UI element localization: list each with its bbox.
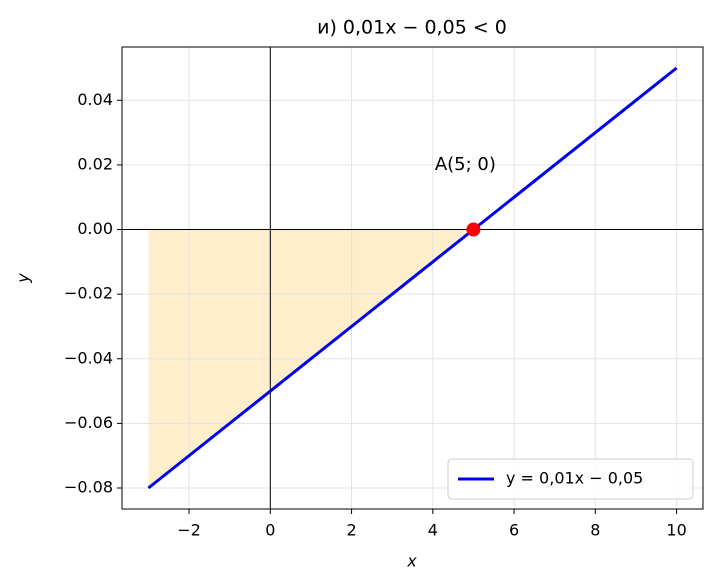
y-tick-label: 0.04 xyxy=(77,90,113,109)
y-tick-label: 0.00 xyxy=(77,219,113,238)
x-tick-label: −2 xyxy=(177,521,201,540)
y-axis-label: y xyxy=(14,273,33,284)
line-series xyxy=(147,66,678,490)
chart-title: и) 0,01x − 0,05 < 0 xyxy=(317,17,507,39)
x-tick-label: 4 xyxy=(428,521,438,540)
x-tick-label: 0 xyxy=(265,521,275,540)
plot-frame xyxy=(121,46,704,510)
x-tick-label: 2 xyxy=(346,521,356,540)
y-tick-label: −0.08 xyxy=(64,478,113,497)
legend-label: y = 0,01x − 0,05 xyxy=(506,469,643,488)
x-axis-label: x xyxy=(406,552,417,571)
legend-box xyxy=(447,458,694,500)
x-tick-label: 10 xyxy=(666,521,686,540)
y-tick-label: 0.02 xyxy=(77,154,113,173)
x-tick-label: 8 xyxy=(590,521,600,540)
point-marker xyxy=(466,222,481,237)
y-tick-label: −0.02 xyxy=(64,284,113,303)
y-tick-label: −0.06 xyxy=(64,413,113,432)
x-tick-label: 6 xyxy=(509,521,519,540)
y-tick-label: −0.04 xyxy=(64,348,113,367)
point-label: A(5; 0) xyxy=(435,154,496,175)
